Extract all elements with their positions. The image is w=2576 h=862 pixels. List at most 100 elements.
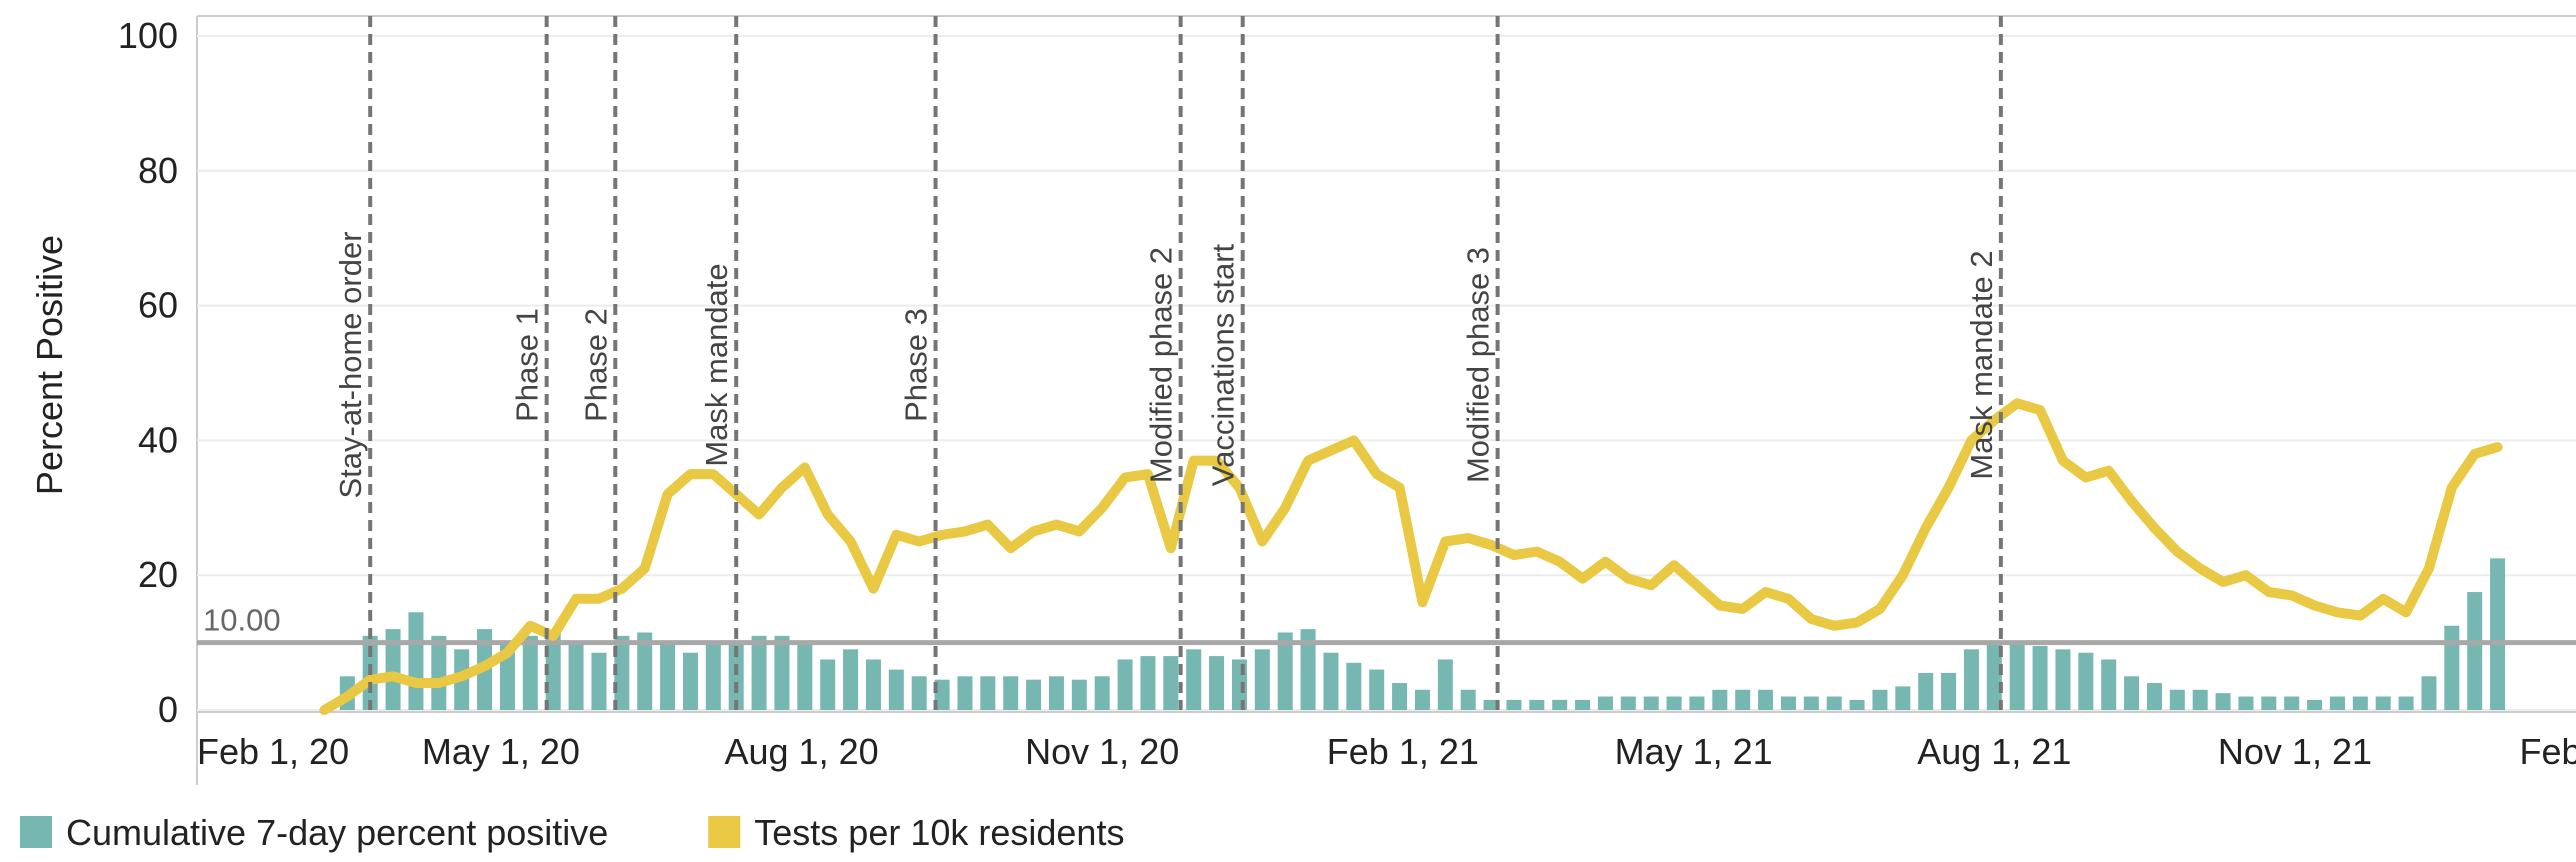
annotation-label: Mask mandate 2 (1964, 250, 1999, 479)
annotation-label: Modified phase 3 (1461, 247, 1496, 483)
x-tick-label: Feb 1, 22 (2520, 731, 2576, 772)
bar (1117, 659, 1133, 710)
bar (1254, 649, 1270, 710)
y-tick-label: 40 (138, 419, 178, 460)
bar (1666, 696, 1682, 710)
annotation-label: Vaccinations start (1206, 243, 1241, 486)
bar (888, 669, 904, 710)
bar (2032, 645, 2048, 710)
bar (911, 676, 927, 710)
bar (1369, 669, 1385, 710)
bar (2124, 676, 2140, 710)
bar (728, 642, 744, 710)
x-tick-label: Feb 1, 21 (1327, 731, 1479, 772)
bar (1140, 656, 1156, 710)
bar (385, 629, 401, 710)
bar (1460, 689, 1476, 710)
bar (2284, 696, 2300, 710)
bar (1186, 649, 1202, 710)
annotation-label: Modified phase 2 (1144, 247, 1179, 483)
bar (1895, 686, 1911, 710)
annotation-label: Stay-at-home order (333, 231, 368, 498)
bar (1094, 676, 1110, 710)
bar (1048, 676, 1064, 710)
bar (1941, 672, 1957, 710)
bar (1918, 672, 1934, 710)
bar (408, 612, 424, 710)
bar (2146, 683, 2162, 710)
bar (1071, 679, 1087, 710)
x-tick-label: Feb 1, 20 (197, 731, 349, 772)
legend-label: Tests per 10k residents (754, 812, 1124, 853)
bar (2169, 689, 2185, 710)
reference-label: 10.00 (203, 603, 281, 638)
bar (1026, 679, 1042, 710)
x-tick-label: Aug 1, 21 (1917, 731, 2071, 772)
bar (957, 676, 973, 710)
bar (2467, 592, 2483, 710)
bar (1712, 689, 1728, 710)
y-tick-label: 100 (118, 15, 178, 56)
x-tick-label: May 1, 21 (1615, 731, 1773, 772)
annotation-label: Phase 3 (899, 308, 934, 422)
bar (1597, 696, 1613, 710)
bar (1323, 652, 1339, 710)
bar (2329, 696, 2345, 710)
bar (1277, 632, 1293, 710)
annotation-label: Mask mandate (699, 263, 734, 466)
bar (591, 652, 607, 710)
x-tick-label: Nov 1, 21 (2218, 731, 2372, 772)
bar (774, 635, 790, 710)
bar (1803, 696, 1819, 710)
bar (660, 642, 676, 710)
bar (1620, 696, 1636, 710)
y-tick-label: 20 (138, 554, 178, 595)
x-tick-label: May 1, 20 (422, 731, 580, 772)
bar (1346, 662, 1362, 710)
bar (1414, 689, 1430, 710)
legend-swatch (708, 816, 741, 848)
bar (2055, 649, 2071, 710)
bar (2490, 558, 2506, 710)
bar (1780, 696, 1796, 710)
bar (1437, 659, 1453, 710)
bar (1392, 683, 1408, 710)
bar (843, 649, 859, 710)
legend-swatch (20, 816, 52, 848)
bar (1986, 642, 2002, 710)
bar (705, 642, 721, 710)
y-tick-label: 0 (158, 689, 178, 730)
bar (934, 679, 950, 710)
bar (431, 635, 447, 710)
x-tick-label: Nov 1, 20 (1025, 731, 1179, 772)
bar (1872, 689, 1888, 710)
bar (2009, 642, 2025, 710)
bar (1575, 699, 1591, 710)
bar (637, 632, 653, 710)
bar (682, 652, 698, 710)
x-tick-label: Aug 1, 20 (724, 731, 878, 772)
bar (2192, 689, 2208, 710)
bar (1689, 696, 1705, 710)
bar (1003, 676, 1019, 710)
bar (1826, 696, 1842, 710)
bar (1483, 699, 1499, 710)
bar (1758, 689, 1774, 710)
bar (1963, 649, 1979, 710)
bar (2444, 625, 2460, 710)
bar (1506, 699, 1522, 710)
bar (797, 642, 813, 710)
bar (2421, 676, 2437, 710)
bar (1300, 629, 1316, 710)
bar (2238, 696, 2254, 710)
bar (1735, 689, 1751, 710)
bar (1552, 699, 1568, 710)
bar (1163, 656, 1179, 710)
bar (614, 635, 630, 710)
bar (1529, 699, 1545, 710)
bar (2261, 696, 2277, 710)
legend-label: Cumulative 7-day percent positive (66, 812, 608, 853)
bar (1209, 656, 1225, 710)
bar (2375, 696, 2391, 710)
bar (1849, 699, 1865, 710)
